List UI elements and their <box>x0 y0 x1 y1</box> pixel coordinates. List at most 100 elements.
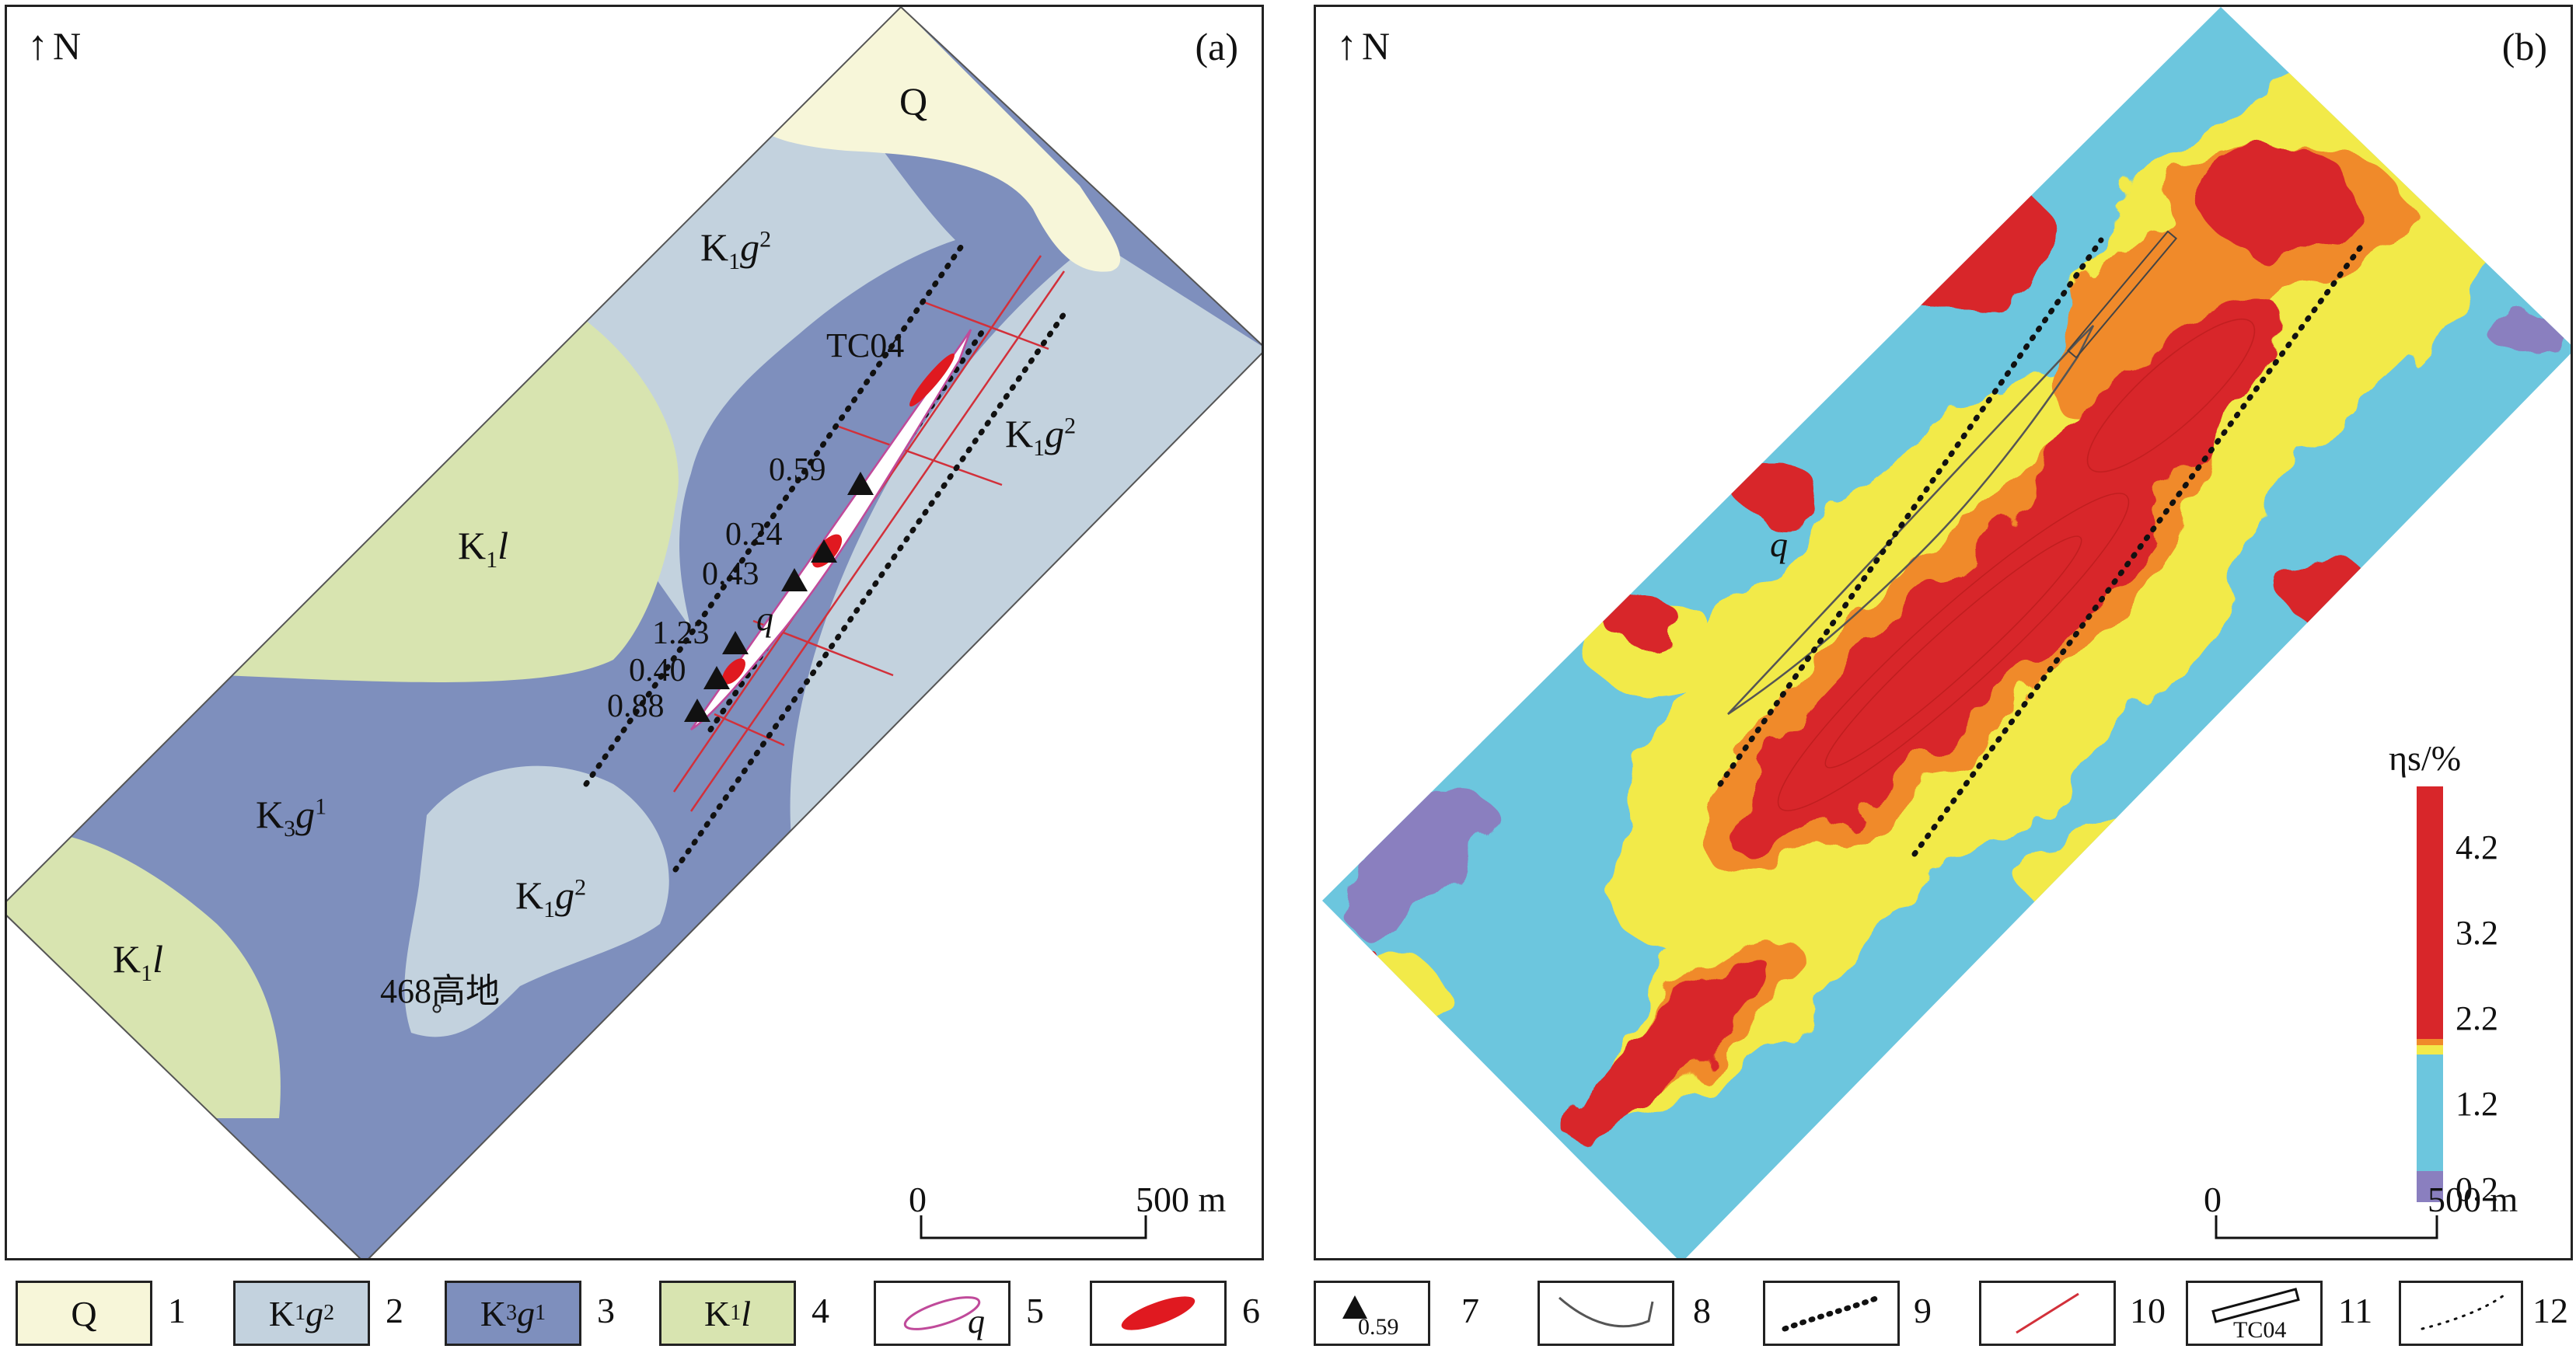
contour-lines <box>1777 318 2256 811</box>
north-arrow-icon: ↑ <box>27 22 48 68</box>
ore-lens-1 <box>909 353 955 407</box>
scale-bar-b <box>2215 1215 2438 1239</box>
dotted-line-west <box>583 241 966 787</box>
dashed-boundary-icon <box>2421 1294 2505 1330</box>
dotted-zone-lines <box>583 241 1067 873</box>
colorbar-tick-2: 3.2 <box>2456 914 2498 952</box>
north-arrow-b: ↑ N <box>1336 22 1391 68</box>
scale-end-b: 500 m <box>2428 1180 2518 1219</box>
label-k1g2-north: K1g2 <box>700 225 772 274</box>
dotted-line-b-north <box>1717 237 2104 787</box>
legend-swatch-dotted-line <box>1763 1281 1900 1346</box>
polarizability-map-drawing <box>1322 7 2571 1258</box>
sample-value-6: 0.88 <box>607 688 665 724</box>
label-k1l-west: K1l <box>113 937 164 986</box>
legend-num-9: 9 <box>1914 1291 1932 1330</box>
legend-num-3: 3 <box>597 1291 615 1330</box>
label-k1g2-south: K1g2 <box>515 873 587 922</box>
colorbar-moderate <box>2417 1045 2443 1054</box>
label-q-unit: Q <box>899 79 928 123</box>
cross-line-4 <box>714 713 785 747</box>
ore-body-icon <box>1121 1296 1196 1330</box>
legend-num-6: 6 <box>1242 1291 1260 1330</box>
contour-line-icon <box>1559 1296 1654 1328</box>
sample-triangle-6 <box>684 699 710 722</box>
legend-swatch-q: Q <box>16 1281 152 1346</box>
legend-num-1: 1 <box>168 1291 186 1330</box>
dotted-line-b-west <box>1911 242 2365 857</box>
legend-swatch-sample: 0.59 <box>1314 1281 1430 1346</box>
colorbar <box>2417 786 2443 1202</box>
k1g2-unit-east <box>790 240 1262 846</box>
sample-value-4: 1.23 <box>652 615 710 651</box>
dotted-zone-lines-b <box>1717 237 2365 857</box>
colorbar-high <box>2417 786 2443 1039</box>
geologic-map-panel: ↑ N (a) Q K1g2 K1g2 K1l K3g1 K1g2 K1l TC0… <box>5 5 1264 1260</box>
panel-b-label: (b) <box>2501 25 2547 68</box>
sample-value-2: 0.24 <box>725 517 783 553</box>
fault-lines <box>672 255 1066 812</box>
legend-num-11: 11 <box>2338 1291 2373 1330</box>
legend-swatch-q-body: q <box>874 1281 1011 1346</box>
ore-lens-3 <box>722 658 745 685</box>
colorbar-tick-5: 0.2 <box>2456 1170 2498 1208</box>
sample-value-1: 0.59 <box>769 452 826 488</box>
legend-num-7: 7 <box>1461 1291 1479 1330</box>
cross-line-1 <box>923 301 1049 350</box>
sample-triangle-1 <box>847 472 874 495</box>
trench-icon <box>2211 1288 2300 1323</box>
legend-swatch-ore-body <box>1090 1281 1227 1346</box>
scale-zero-b: 0 <box>2204 1180 2222 1219</box>
scale-zero-a: 0 <box>909 1180 927 1219</box>
q-outline <box>1727 325 2095 716</box>
dotted-line-east <box>672 311 1067 873</box>
scale-end-a: 500 m <box>1136 1180 1227 1219</box>
polarizability-map-panel: ↑ N (b) q ηs/% 4.2 3.2 2.2 1.2 0.2 0 500 … <box>1314 5 2573 1260</box>
triangle-icon <box>1342 1295 1367 1319</box>
q-label-b: q <box>1770 525 1788 564</box>
label-k3g1: K3g1 <box>256 793 327 842</box>
geologic-map-drawing <box>7 7 1262 1258</box>
label-k1l-center: K1l <box>458 524 509 573</box>
legend-swatch-trench: TC04 <box>2186 1281 2323 1346</box>
sample-points <box>684 472 874 722</box>
legend-swatch-contour <box>1538 1281 1674 1346</box>
place-label-468: 468高地 <box>380 972 500 1010</box>
label-k1g2-east: K1g2 <box>1005 412 1077 461</box>
colorbar-title: ηs/% <box>2389 738 2462 778</box>
legend-num-8: 8 <box>1693 1291 1711 1330</box>
legend-num-4: 4 <box>812 1291 829 1330</box>
north-arrow-icon: ↑ <box>1336 22 1357 68</box>
legend-swatch-boundary <box>2399 1281 2523 1346</box>
map-boundary <box>7 7 1262 1258</box>
legend-swatch-fault <box>1979 1281 2116 1346</box>
q-label-a: q <box>756 600 773 638</box>
colorbar-tick-3: 2.2 <box>2456 999 2498 1037</box>
scale-bar-a <box>920 1215 1147 1239</box>
sample-value-5: 0.40 <box>629 653 686 688</box>
trench-label: TC04 <box>826 326 905 364</box>
sample-triangle-3 <box>781 568 808 591</box>
colorbar-low <box>2417 1054 2443 1171</box>
legend-num-10: 10 <box>2130 1291 2166 1330</box>
dotted-line-icon <box>1782 1295 1881 1332</box>
panel-a-label: (a) <box>1195 25 1239 68</box>
k1g2-unit-south <box>404 765 669 1037</box>
fault-line-icon <box>2016 1292 2079 1334</box>
q-body <box>689 329 972 731</box>
trench-outline <box>2066 230 2178 359</box>
north-arrow-a: ↑ N <box>27 22 82 68</box>
q-outline-icon <box>903 1296 981 1330</box>
survey-point-icon <box>432 1004 442 1013</box>
legend-num-2: 2 <box>386 1291 403 1330</box>
k1l-unit-center <box>225 318 679 682</box>
sample-triangle-4 <box>722 631 749 654</box>
colorbar-tick-1: 4.2 <box>2456 828 2498 866</box>
fault-line-east <box>689 270 1066 812</box>
colorbar-tick-4: 1.2 <box>2456 1085 2498 1123</box>
sample-triangle-5 <box>703 666 730 689</box>
